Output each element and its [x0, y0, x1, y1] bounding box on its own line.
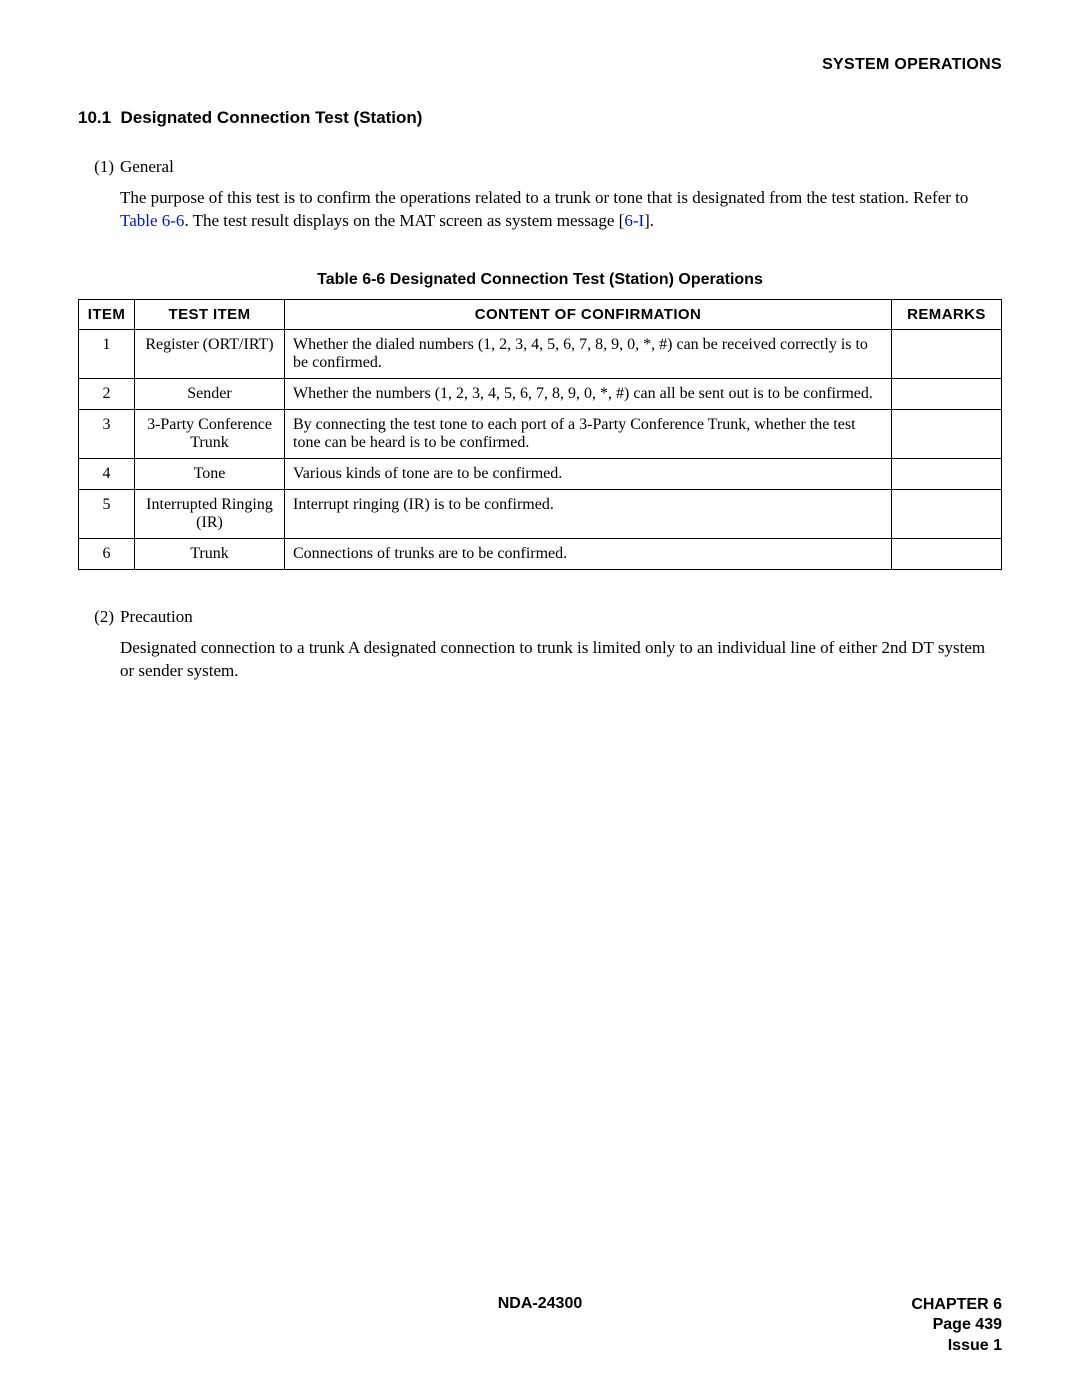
table-row: 1 Register (ORT/IRT) Whether the dialed …: [79, 329, 1002, 378]
ord-heading-1: General: [120, 156, 1002, 179]
subsection-precaution: (2) Precaution Designated connection to …: [78, 606, 1002, 683]
cell-content: Whether the dialed numbers (1, 2, 3, 4, …: [285, 329, 892, 378]
cell-remarks: [892, 489, 1002, 538]
document-page: SYSTEM OPERATIONS 10.1 Designated Connec…: [0, 0, 1080, 1397]
th-remarks: REMARKS: [892, 299, 1002, 329]
precaution-paragraph: Designated connection to a trunk A desig…: [120, 637, 1002, 683]
table-header-row: ITEM TEST ITEM CONTENT OF CONFIRMATION R…: [79, 299, 1002, 329]
cell-item: 6: [79, 538, 135, 569]
ord-label-1: (1): [78, 156, 120, 179]
cell-test: 3-Party Conference Trunk: [135, 409, 285, 458]
section-heading: 10.1 Designated Connection Test (Station…: [78, 108, 1002, 128]
cell-item: 2: [79, 378, 135, 409]
cell-remarks: [892, 329, 1002, 378]
cell-remarks: [892, 538, 1002, 569]
page-footer: NDA-24300 CHAPTER 6 Page 439 Issue 1: [78, 1295, 1002, 1357]
general-text-after: ].: [644, 211, 654, 230]
ord-heading-2: Precaution: [120, 606, 1002, 629]
page-header: SYSTEM OPERATIONS: [78, 56, 1002, 74]
general-text-before: The purpose of this test is to confirm t…: [120, 188, 968, 207]
cell-test: Sender: [135, 378, 285, 409]
cell-remarks: [892, 409, 1002, 458]
operations-table: ITEM TEST ITEM CONTENT OF CONFIRMATION R…: [78, 299, 1002, 570]
cell-content: Whether the numbers (1, 2, 3, 4, 5, 6, 7…: [285, 378, 892, 409]
cell-item: 3: [79, 409, 135, 458]
cell-content: Various kinds of tone are to be confirme…: [285, 458, 892, 489]
ord-label-2: (2): [78, 606, 120, 629]
cell-remarks: [892, 458, 1002, 489]
cell-test: Trunk: [135, 538, 285, 569]
subsection-general: (1) General The purpose of this test is …: [78, 156, 1002, 233]
cell-test: Register (ORT/IRT): [135, 329, 285, 378]
table-row: 3 3-Party Conference Trunk By connecting…: [79, 409, 1002, 458]
cell-content: Interrupt ringing (IR) is to be confirme…: [285, 489, 892, 538]
link-table-6-6[interactable]: Table 6-6: [120, 211, 184, 230]
cell-item: 1: [79, 329, 135, 378]
footer-doc-number: NDA-24300: [78, 1295, 1002, 1313]
link-6-I[interactable]: 6-I: [624, 211, 644, 230]
th-test: TEST ITEM: [135, 299, 285, 329]
cell-content: By connecting the test tone to each port…: [285, 409, 892, 458]
table-caption: Table 6-6 Designated Connection Test (St…: [78, 271, 1002, 289]
cell-test: Interrupted Ringing (IR): [135, 489, 285, 538]
table-row: 5 Interrupted Ringing (IR) Interrupt rin…: [79, 489, 1002, 538]
table-row: 2 Sender Whether the numbers (1, 2, 3, 4…: [79, 378, 1002, 409]
cell-remarks: [892, 378, 1002, 409]
table-row: 4 Tone Various kinds of tone are to be c…: [79, 458, 1002, 489]
section-title: Designated Connection Test (Station): [121, 108, 423, 127]
general-text-mid: . The test result displays on the MAT sc…: [184, 211, 624, 230]
th-content: CONTENT OF CONFIRMATION: [285, 299, 892, 329]
cell-item: 4: [79, 458, 135, 489]
cell-content: Connections of trunks are to be confirme…: [285, 538, 892, 569]
cell-test: Tone: [135, 458, 285, 489]
section-number: 10.1: [78, 108, 111, 128]
footer-page: Page 439: [802, 1315, 1002, 1336]
th-item: ITEM: [79, 299, 135, 329]
cell-item: 5: [79, 489, 135, 538]
table-row: 6 Trunk Connections of trunks are to be …: [79, 538, 1002, 569]
general-paragraph: The purpose of this test is to confirm t…: [120, 187, 1002, 233]
footer-issue: Issue 1: [802, 1336, 1002, 1357]
